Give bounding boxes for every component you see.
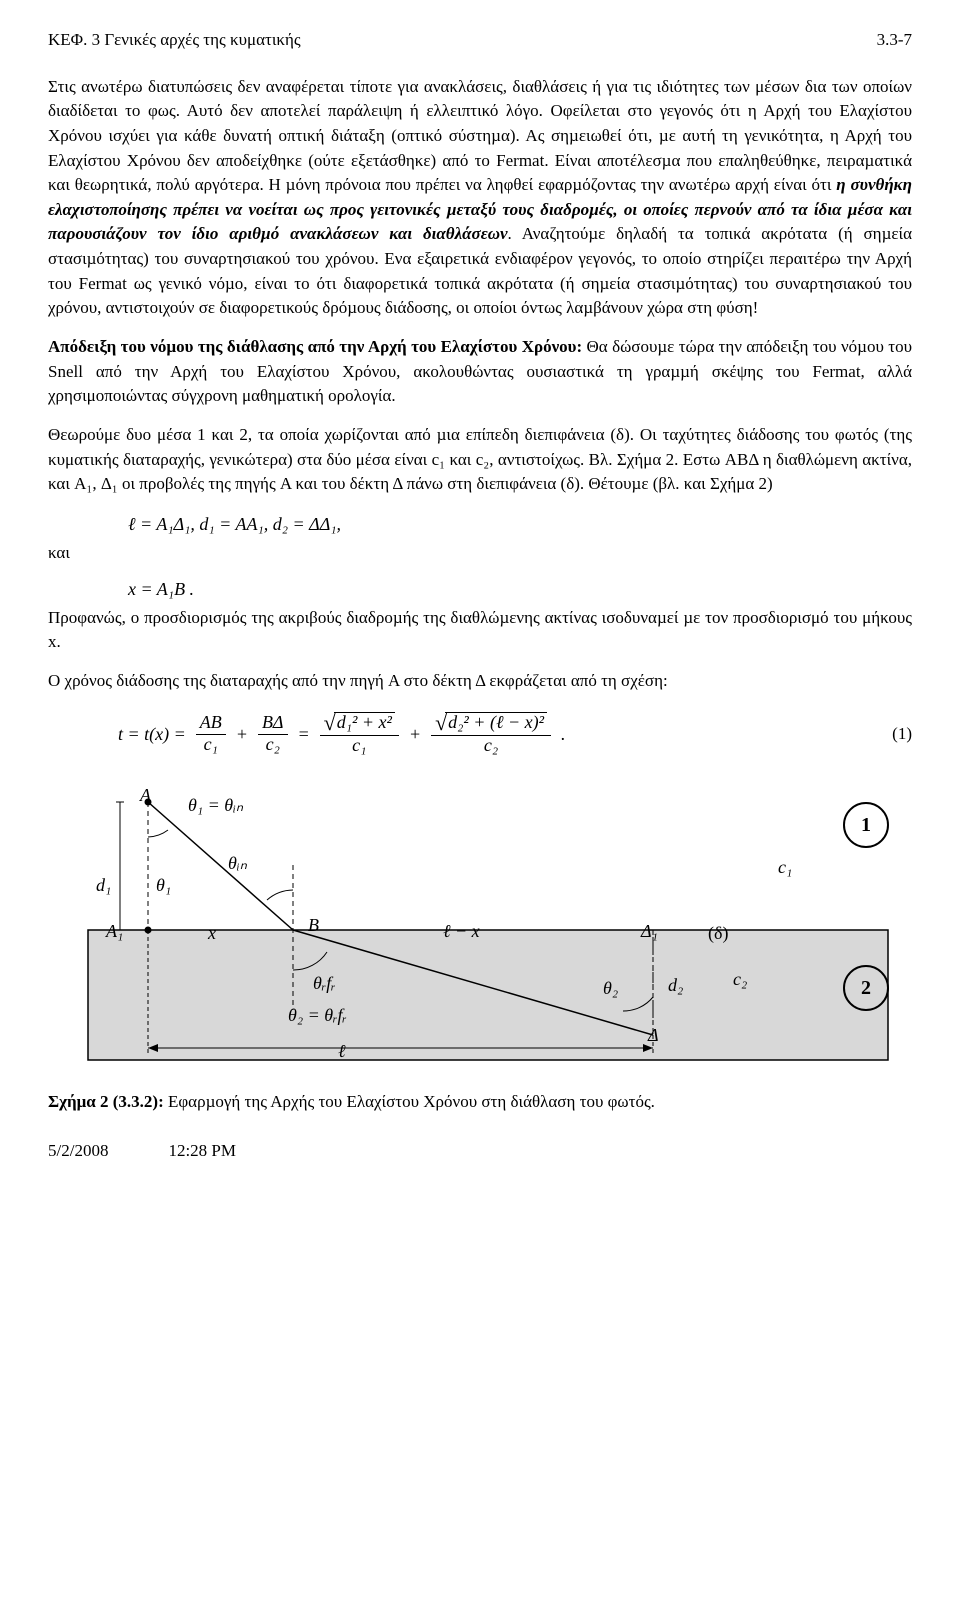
label-Delta1: Δ₁ (641, 918, 658, 944)
label-ell: ℓ (338, 1038, 346, 1064)
eq1-plus2: + (409, 721, 421, 747)
label-theta2-eq: θ₂ = θᵣfᵣ (288, 1002, 347, 1028)
label-B: B (308, 912, 319, 938)
eq1-frac4: d₂² + (ℓ − x)² c₂ (431, 712, 551, 757)
eq1-rad2: d₂² + (ℓ − x)² (445, 712, 547, 733)
eq1-frac3: d₁² + x² c₁ (320, 712, 399, 757)
paragraph-2: Απόδειξη του νόµου της διάθλασης από την… (48, 335, 912, 409)
eq1-frac4-den: c₂ (480, 736, 502, 756)
paragraph-5: Ο χρόνος διάδοσης της διαταραχής από την… (48, 669, 912, 694)
label-theta1: θ₁ (156, 872, 171, 898)
label-theta-in: θᵢₙ (228, 850, 247, 876)
caption-bold: Σχήμα 2 (3.3.2): (48, 1092, 164, 1111)
paragraph-4: Προφανώς, ο προσδιορισμός της ακριβούς δ… (48, 606, 912, 655)
label-theta2: θ₂ (603, 975, 618, 1001)
label-d2: d₂ (668, 972, 683, 998)
label-A1: A₁ (106, 918, 123, 944)
label-l-minus-x: ℓ − x (443, 918, 480, 944)
paragraph-3: Θεωρούμε δυο μέσα 1 και 2, τα οποία χωρί… (48, 423, 912, 497)
medium-1-label: 1 (861, 811, 871, 840)
para1-text-a: Στις ανωτέρω διατυπώσεις δεν αναφέρεται … (48, 77, 912, 195)
eq1-number: (1) (872, 722, 912, 747)
eq1-suffix: . (561, 721, 566, 747)
eq1-frac2-num: BΔ (258, 713, 288, 735)
label-d1: d₁ (96, 872, 111, 898)
label-A: A (140, 782, 151, 808)
header-left: ΚΕΦ. 3 Γενικές αρχές της κυματικής (48, 28, 301, 53)
label-c2: c₂ (733, 966, 747, 992)
definitions-line-2: x = A₁B . (128, 576, 912, 602)
kai-word: και (48, 541, 912, 566)
page-footer: 5/2/2008 12:28 PM (48, 1139, 912, 1164)
eq1-rad1: d₁² + x² (334, 712, 395, 733)
label-theta1-eq: θ₁ = θᵢₙ (188, 792, 243, 818)
label-x: x (208, 920, 216, 946)
eq1-frac2: BΔ c₂ (258, 713, 288, 755)
equation-1: t = t(x) = AB c₁ + BΔ c₂ = d₁² + x² c₁ +… (48, 712, 912, 757)
medium-2-circle: 2 (843, 965, 889, 1011)
figure-caption: Σχήμα 2 (3.3.2): Εφαρµογή της Αρχής του … (48, 1090, 912, 1115)
medium-2-label: 2 (861, 974, 871, 1003)
eq1-frac1: AB c₁ (196, 713, 226, 755)
eq1-frac1-num: AB (196, 713, 226, 735)
label-Delta: Δ (648, 1022, 659, 1048)
paragraph-1: Στις ανωτέρω διατυπώσεις δεν αναφέρεται … (48, 75, 912, 321)
eq1-frac2-den: c₂ (262, 735, 284, 755)
footer-date: 5/2/2008 (48, 1139, 108, 1164)
eq1-frac3-den: c₁ (348, 736, 370, 756)
eq1-eq: = (298, 721, 310, 747)
eq1-prefix: t = t(x) = (118, 721, 186, 747)
label-theta-rfr: θᵣfᵣ (313, 970, 336, 996)
eq1-plus1: + (236, 721, 248, 747)
caption-text: Εφαρµογή της Αρχής του Ελαχίστου Χρόνου … (164, 1092, 655, 1111)
footer-time: 12:28 PM (168, 1139, 236, 1164)
label-c1: c₁ (778, 854, 792, 880)
header-right: 3.3-7 (877, 28, 912, 53)
definitions-line-1: ℓ = A₁Δ₁, d₁ = AA₁, d₂ = ΔΔ₁, (128, 511, 912, 537)
eq1-frac1-den: c₁ (200, 735, 222, 755)
label-delta-interface: (δ) (708, 920, 728, 946)
medium-1-circle: 1 (843, 802, 889, 848)
figure-2: A θ₁ = θᵢₙ d₁ θ₁ θᵢₙ A₁ x B ℓ − x Δ₁ (δ)… (48, 780, 908, 1080)
proof-heading: Απόδειξη του νόµου της διάθλασης από την… (48, 337, 582, 356)
